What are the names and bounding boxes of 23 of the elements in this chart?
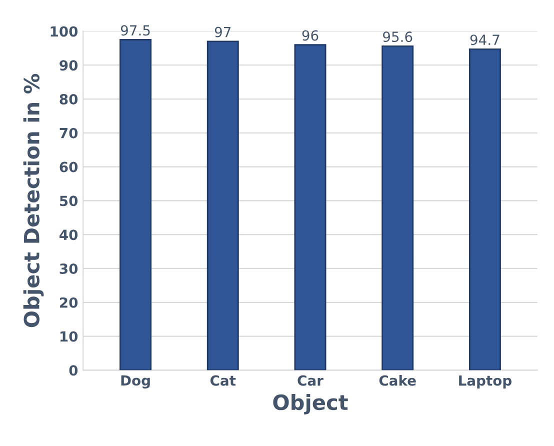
y-tick-label: 50 <box>60 196 78 206</box>
data-label: 95.6 <box>383 32 412 42</box>
y-tick-label: 20 <box>60 297 78 308</box>
x-tick-label: Cat <box>210 375 236 386</box>
x-tick-label: Laptop <box>459 375 512 388</box>
x-tick-label: Car <box>298 375 324 386</box>
x-tick-label: Dog <box>121 375 150 388</box>
data-label: 97.5 <box>120 25 150 36</box>
y-tick-label: 0 <box>69 365 78 376</box>
data-label: 96 <box>302 30 318 41</box>
y-axis-title: Object Detection in % <box>23 74 44 328</box>
x-axis-title: Object <box>273 394 348 414</box>
y-tick-label: 90 <box>60 60 78 71</box>
y-tick-label: 10 <box>60 331 78 342</box>
y-tick-label: 70 <box>60 128 78 138</box>
y-tick-label: 60 <box>60 162 78 172</box>
data-label: 94.7 <box>470 34 500 46</box>
data-label: 97 <box>214 26 231 38</box>
x-tick-label: Cake <box>379 375 416 386</box>
y-tick-label: 100 <box>50 26 78 37</box>
y-tick-label: 40 <box>60 230 78 240</box>
y-tick-label: 30 <box>60 263 78 274</box>
y-tick-label: 80 <box>60 94 78 104</box>
